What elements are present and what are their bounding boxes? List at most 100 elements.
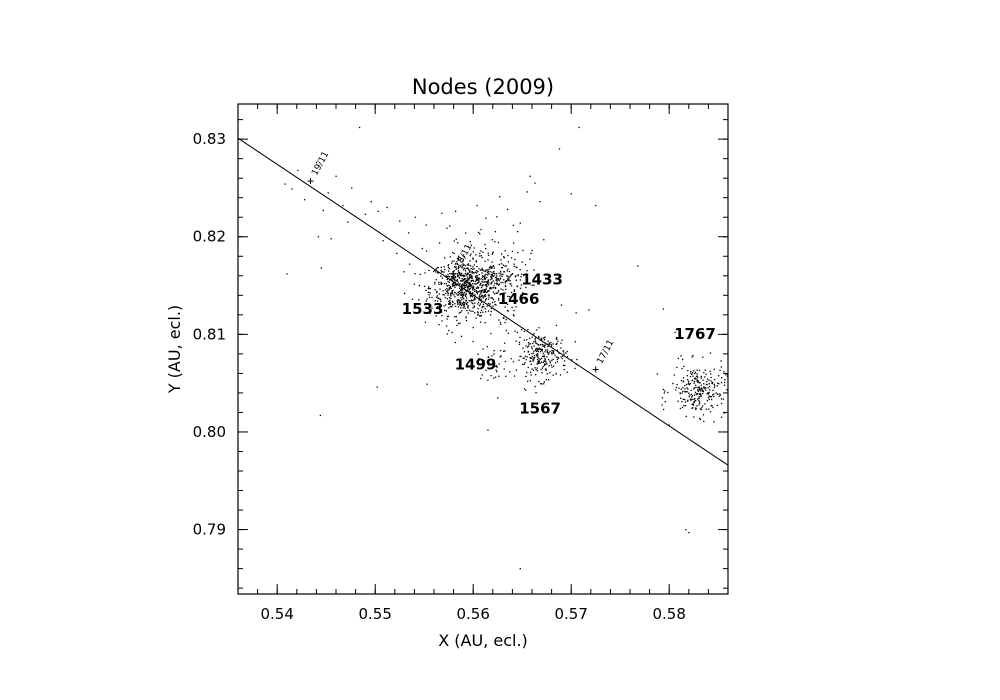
cluster-point [454, 281, 456, 283]
cluster-point [482, 279, 484, 281]
cluster-point [664, 390, 666, 392]
cluster-point [492, 265, 494, 267]
cluster-point [686, 391, 688, 393]
cluster-point [419, 273, 421, 276]
cluster-point [447, 294, 449, 296]
cluster-point [448, 289, 450, 291]
cluster-point [498, 299, 500, 301]
cluster-point [703, 420, 705, 423]
cluster-point [704, 403, 706, 405]
cluster-point [465, 273, 467, 275]
cluster-point [496, 370, 498, 373]
cluster-point [509, 280, 511, 282]
cluster-point [468, 290, 470, 292]
cluster-point [523, 363, 525, 365]
cluster-point [440, 311, 442, 313]
cluster-point [475, 283, 477, 285]
cluster-point [427, 291, 430, 294]
cluster-point [479, 282, 482, 285]
cluster-point [490, 332, 492, 335]
cluster-point [484, 291, 486, 293]
cluster-point [435, 268, 437, 270]
cluster-point [507, 254, 509, 257]
cluster-point [480, 228, 482, 231]
cluster-point [484, 270, 487, 273]
cluster-point [484, 276, 486, 278]
cluster-point [458, 294, 460, 296]
cluster-point [530, 363, 532, 365]
cluster-point [478, 297, 481, 300]
cluster-point [656, 373, 659, 375]
cluster-point [696, 369, 698, 371]
cluster-point [555, 336, 558, 339]
cluster-point [535, 392, 537, 394]
cluster-point [537, 356, 539, 359]
cluster-point [697, 386, 699, 389]
cluster-point [482, 281, 484, 283]
cluster-point [482, 251, 484, 253]
cluster-point [477, 287, 479, 289]
cluster-point [489, 288, 491, 290]
cluster-point [487, 302, 490, 305]
cluster-point [431, 307, 433, 309]
cluster-point [465, 281, 468, 283]
cluster-point [470, 273, 472, 276]
cluster-point [491, 266, 493, 268]
cluster-point [672, 382, 674, 385]
cluster-point [463, 294, 465, 296]
cluster-point [466, 264, 469, 266]
cluster-point [473, 294, 475, 296]
cluster-point [530, 252, 532, 255]
cluster-point [449, 285, 452, 288]
cluster-point [487, 259, 489, 261]
cluster-point [550, 343, 552, 346]
cluster-point [688, 396, 690, 398]
cluster-point [459, 304, 461, 306]
cluster-point [480, 377, 482, 380]
cluster-point [516, 285, 518, 287]
cluster-point [556, 360, 559, 363]
cluster-point [724, 381, 726, 384]
cluster-point [472, 282, 474, 285]
cluster-point [480, 269, 482, 271]
cluster-point [536, 347, 538, 350]
cluster-point [484, 284, 486, 286]
cluster-point [541, 372, 543, 374]
scatter-point [506, 208, 509, 211]
cluster-point [445, 275, 447, 277]
cluster-point [539, 343, 542, 346]
scatter-point [457, 255, 460, 257]
cluster-point [465, 278, 467, 280]
cluster-point [467, 306, 469, 308]
cluster-point [472, 280, 475, 282]
cluster-point [495, 275, 498, 277]
cluster-point [439, 308, 442, 311]
cluster-point [456, 280, 459, 282]
cluster-point [550, 341, 552, 344]
cluster-point [469, 291, 471, 293]
cluster-point [508, 279, 510, 282]
cluster-point [451, 305, 453, 308]
cluster-point [699, 418, 702, 421]
cluster-point [442, 294, 444, 296]
scatter-point [335, 175, 337, 177]
cluster-point [538, 347, 541, 350]
cluster-point [515, 340, 517, 342]
cluster-point [464, 275, 466, 277]
cluster-point [557, 340, 559, 342]
cluster-point [472, 299, 475, 301]
y-axis-label: Y (AU, ecl.) [165, 305, 184, 394]
scatter-point [286, 273, 288, 275]
cluster-point [700, 384, 702, 386]
cluster-point [698, 386, 700, 388]
cluster-point [502, 282, 504, 284]
cluster-point [476, 265, 478, 268]
cluster-point [463, 275, 465, 277]
cluster-point [515, 306, 517, 308]
cluster-point [484, 281, 486, 283]
cluster-point [446, 278, 448, 281]
cluster-point [514, 276, 516, 278]
cluster-point [524, 355, 527, 357]
cluster-point [545, 361, 547, 363]
cluster-point [484, 277, 486, 280]
